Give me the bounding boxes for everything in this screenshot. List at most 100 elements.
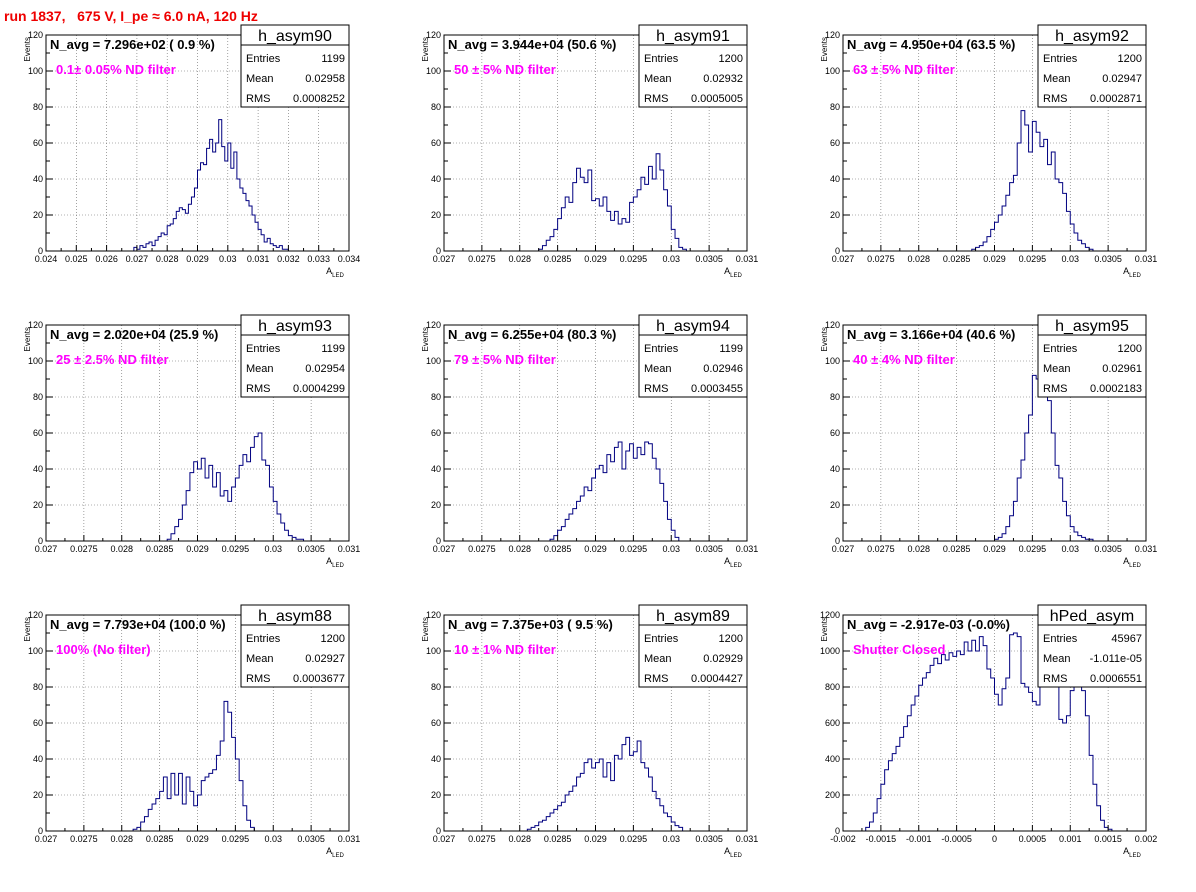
- stats-rms-value: 0.0002183: [1090, 383, 1142, 395]
- x-tick-label: 0.028: [508, 254, 531, 264]
- y-tick-label: 100: [28, 66, 43, 76]
- stats-rms-value: 0.0003455: [691, 383, 743, 395]
- y-tick-label: 80: [431, 392, 441, 402]
- x-tick-label: -0.001: [906, 834, 932, 844]
- y-tick-label: 60: [431, 428, 441, 438]
- stats-entries-value: 45967: [1111, 633, 1142, 645]
- histogram-panel-h_asym95: 0.027 0.0275 0.028 0.0285 0.029 0.0295 0.03 0.0…: [820, 314, 1157, 569]
- y-tick-label: 0: [38, 246, 43, 256]
- x-tick-label: 0.0015: [1094, 834, 1122, 844]
- stats-entries-value: 1200: [719, 633, 743, 645]
- y-tick-label: 120: [825, 320, 840, 330]
- x-tick-label: 0.029: [584, 544, 607, 554]
- y-tick-label: 80: [33, 392, 43, 402]
- filter-annotation: 0.1± 0.05% ND filter: [56, 62, 176, 77]
- stats-mean-label: Mean: [644, 363, 672, 375]
- x-tick-label: 0.0275: [70, 544, 98, 554]
- x-tick-label: 0.028: [907, 544, 930, 554]
- x-tick-label: 0.03: [264, 544, 282, 554]
- x-tick-label: 0.027: [433, 834, 456, 844]
- x-tick-label: 0.029: [584, 834, 607, 844]
- x-tick-label: 0.027: [433, 544, 456, 554]
- x-tick-label: 0.031: [1135, 254, 1158, 264]
- x-tick-label: 0.031: [736, 544, 759, 554]
- x-tick-label: 0.03: [662, 544, 680, 554]
- x-tick-label: 0.028: [508, 834, 531, 844]
- stats-rms-label: RMS: [246, 383, 270, 395]
- x-tick-label: 0.0285: [146, 544, 174, 554]
- stats-entries-label: Entries: [1043, 633, 1078, 645]
- y-tick-label: 120: [28, 610, 43, 620]
- y-tick-label: 400: [825, 754, 840, 764]
- y-tick-label: 80: [431, 102, 441, 112]
- histogram-panel-h_asym88: 0.027 0.0275 0.028 0.0285 0.029 0.0295 0.03 0.0…: [23, 604, 360, 859]
- filter-annotation: Shutter Closed: [853, 642, 946, 657]
- stats-rms-value: 0.0006551: [1090, 673, 1142, 685]
- stats-box-title: h_asym92: [1055, 28, 1129, 45]
- x-tick-label: 0.027: [832, 544, 855, 554]
- stats-entries-value: 1199: [719, 343, 743, 355]
- stats-mean-value: 0.02929: [703, 653, 743, 665]
- y-tick-label: 20: [830, 500, 840, 510]
- stats-mean-value: 0.02927: [305, 653, 345, 665]
- x-tick-label: 0.027: [126, 254, 149, 264]
- stats-rms-label: RMS: [644, 93, 668, 105]
- y-tick-label: 0: [38, 826, 43, 836]
- stats-mean-value: 0.02961: [1102, 363, 1142, 375]
- stats-box: h_asym95 Entries 1200 Mean 0.02961 RMS 0.00021…: [1037, 314, 1147, 398]
- y-tick-label: 80: [33, 102, 43, 112]
- y-tick-label: 20: [431, 500, 441, 510]
- y-axis-title: Events: [421, 327, 430, 351]
- stats-box-title: h_asym95: [1055, 318, 1129, 335]
- y-tick-label: 60: [830, 138, 840, 148]
- histogram-panel-h_asym89: 0.027 0.0275 0.028 0.0285 0.029 0.0295 0.03 0.0…: [421, 604, 759, 859]
- filter-annotation: 10 ± 1% ND filter: [454, 642, 556, 657]
- n-avg-label: N_avg = 4.950e+04 (63.5 %): [847, 37, 1015, 52]
- stats-entries-label: Entries: [246, 343, 281, 355]
- y-tick-label: 100: [426, 646, 441, 656]
- x-tick-label: 0.03: [662, 254, 680, 264]
- y-tick-label: 0: [436, 246, 441, 256]
- x-tick-label: 0.028: [110, 544, 133, 554]
- stats-box: hPed_asym Entries 45967 Mean -1.011e-05 RMS 0.…: [1037, 604, 1147, 688]
- y-tick-label: 80: [830, 102, 840, 112]
- stats-mean-label: Mean: [1043, 73, 1071, 85]
- x-tick-label: 0.0305: [297, 544, 325, 554]
- stats-mean-value: 0.02946: [703, 363, 743, 375]
- filter-annotation: 63 ± 5% ND filter: [853, 62, 955, 77]
- y-tick-label: 60: [33, 718, 43, 728]
- stats-box: h_asym92 Entries 1200 Mean 0.02947 RMS 0.00028…: [1037, 24, 1147, 108]
- x-tick-label: 0.031: [736, 834, 759, 844]
- x-axis-title: ALED: [724, 846, 742, 859]
- stats-rms-label: RMS: [246, 93, 270, 105]
- x-tick-label: 0.0295: [1019, 544, 1047, 554]
- stats-box-title: h_asym88: [258, 608, 332, 625]
- y-tick-label: 100: [825, 66, 840, 76]
- stats-rms-value: 0.0005005: [691, 93, 743, 105]
- stats-mean-value: 0.02947: [1102, 73, 1142, 85]
- x-tick-label: 0.0305: [297, 834, 325, 844]
- histogram-panel-h_asym94: 0.027 0.0275 0.028 0.0285 0.029 0.0295 0.03 0.0…: [421, 314, 759, 569]
- x-tick-label: 0.033: [307, 254, 330, 264]
- n-avg-label: N_avg = 7.375e+03 ( 9.5 %): [448, 617, 613, 632]
- x-tick-label: 0.0285: [544, 254, 572, 264]
- page-title: run 1837, 675 V, I_pe ≈ 6.0 nA, 120 Hz: [4, 8, 258, 24]
- y-tick-label: 20: [33, 210, 43, 220]
- stats-box: h_asym91 Entries 1200 Mean 0.02932 RMS 0.00050…: [638, 24, 748, 108]
- y-tick-label: 120: [426, 610, 441, 620]
- x-tick-label: 0.028: [156, 254, 179, 264]
- x-tick-label: 0.0005: [1019, 834, 1047, 844]
- stats-box-title: hPed_asym: [1050, 608, 1135, 625]
- x-tick-label: 0.0295: [222, 544, 250, 554]
- y-tick-label: 80: [431, 682, 441, 692]
- histogram-panel-hPed_asym: -0.002 -0.0015 -0.001 -0.0005 0 0.0005 0.001 0.…: [820, 604, 1157, 859]
- y-tick-label: 120: [426, 30, 441, 40]
- stats-rms-label: RMS: [246, 673, 270, 685]
- y-tick-label: 20: [431, 210, 441, 220]
- n-avg-label: N_avg = -2.917e-03 (-0.0%): [847, 617, 1010, 632]
- x-tick-label: 0.029: [186, 544, 209, 554]
- y-tick-label: 60: [830, 428, 840, 438]
- stats-entries-value: 1199: [321, 53, 345, 65]
- x-tick-label: 0.0305: [1094, 544, 1122, 554]
- y-tick-label: 40: [33, 174, 43, 184]
